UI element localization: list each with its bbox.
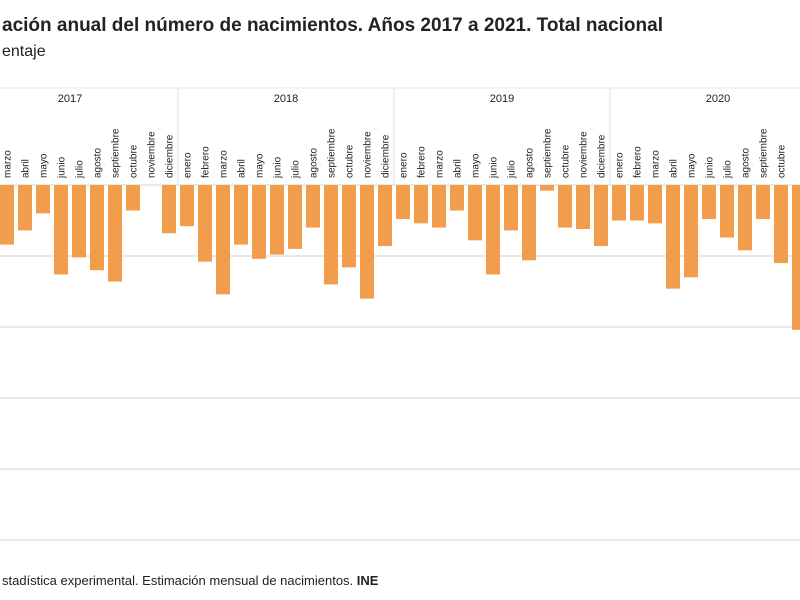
x-tick-label: octubre xyxy=(129,144,140,178)
year-label: 2020 xyxy=(706,93,730,105)
x-tick-label: noviembre xyxy=(147,131,158,178)
bar xyxy=(594,185,608,247)
bar xyxy=(36,185,50,214)
x-tick-label: mayo xyxy=(471,153,482,178)
bar xyxy=(792,185,800,330)
x-tick-label: septiembre xyxy=(543,128,554,178)
x-tick-label: abril xyxy=(669,159,680,178)
x-tick-label: septiembre xyxy=(327,128,338,178)
x-tick-label: julio xyxy=(507,160,518,179)
bar xyxy=(18,185,32,231)
x-tick-label: mayo xyxy=(687,153,698,178)
x-tick-label: abril xyxy=(237,159,248,178)
bar xyxy=(162,185,176,234)
bar xyxy=(90,185,104,271)
bar xyxy=(468,185,482,241)
x-tick-label: diciembre xyxy=(597,134,608,178)
bar xyxy=(540,185,554,191)
x-tick-label: agosto xyxy=(525,148,536,178)
x-tick-label: marzo xyxy=(435,150,446,178)
bar xyxy=(324,185,338,285)
x-tick-label: septiembre xyxy=(111,128,122,178)
bar xyxy=(270,185,284,255)
bar xyxy=(576,185,590,230)
bar xyxy=(756,185,770,220)
bar xyxy=(612,185,626,221)
bar xyxy=(648,185,662,224)
x-tick-label: febrero xyxy=(633,146,644,178)
x-tick-label: octubre xyxy=(561,144,572,178)
bar xyxy=(306,185,320,228)
bar xyxy=(522,185,536,261)
x-tick-label: febrero xyxy=(201,146,212,178)
bar xyxy=(360,185,374,299)
x-tick-label: diciembre xyxy=(381,134,392,178)
bar xyxy=(450,185,464,211)
x-tick-label: agosto xyxy=(741,148,752,178)
bar xyxy=(774,185,788,264)
bar xyxy=(378,185,392,247)
x-tick-label: marzo xyxy=(651,150,662,178)
chart-title: ación anual del número de nacimientos. A… xyxy=(2,15,663,36)
year-label: 2017 xyxy=(58,93,82,105)
bar xyxy=(288,185,302,249)
x-tick-label: noviembre xyxy=(363,131,374,178)
chart-subtitle: entaje xyxy=(2,43,46,60)
x-tick-label: julio xyxy=(291,160,302,179)
bar xyxy=(486,185,500,275)
bar xyxy=(198,185,212,262)
x-tick-label: junio xyxy=(705,156,716,179)
bar xyxy=(216,185,230,295)
source: stadística experimental. Estimación mens… xyxy=(2,573,379,588)
bar xyxy=(684,185,698,278)
year-label: 2018 xyxy=(274,93,298,105)
x-tick-label: enero xyxy=(399,152,410,178)
x-tick-label: mayo xyxy=(39,153,50,178)
x-tick-label: septiembre xyxy=(759,128,770,178)
x-tick-label: junio xyxy=(273,156,284,179)
bar xyxy=(414,185,428,224)
x-tick-label: junio xyxy=(489,156,500,179)
x-tick-label: diciembre xyxy=(165,134,176,178)
x-tick-label: noviembre xyxy=(579,131,590,178)
bar xyxy=(702,185,716,220)
bar xyxy=(54,185,68,275)
bar xyxy=(558,185,572,228)
x-tick-label: julio xyxy=(75,160,86,179)
bar xyxy=(432,185,446,228)
bar xyxy=(252,185,266,259)
x-tick-label: agosto xyxy=(309,148,320,178)
bar xyxy=(630,185,644,221)
x-tick-label: octubre xyxy=(345,144,356,178)
x-tick-label: mayo xyxy=(255,153,266,178)
bar xyxy=(720,185,734,238)
bar xyxy=(738,185,752,251)
x-tick-label: abril xyxy=(453,159,464,178)
x-tick-label: junio xyxy=(57,156,68,179)
x-tick-label: enero xyxy=(615,152,626,178)
bar xyxy=(504,185,518,231)
bar xyxy=(396,185,410,220)
bar xyxy=(108,185,122,282)
bar xyxy=(234,185,248,245)
bar xyxy=(666,185,680,289)
bar xyxy=(180,185,194,227)
bar xyxy=(72,185,86,258)
bar xyxy=(0,185,14,245)
x-tick-label: julio xyxy=(723,160,734,179)
source-org: INE xyxy=(357,573,379,588)
x-tick-label: marzo xyxy=(3,150,14,178)
x-tick-label: enero xyxy=(183,152,194,178)
x-tick-label: marzo xyxy=(219,150,230,178)
x-tick-label: febrero xyxy=(417,146,428,178)
x-tick-label: agosto xyxy=(93,148,104,178)
x-tick-label: abril xyxy=(21,159,32,178)
source-text: stadística experimental. Estimación mens… xyxy=(2,573,357,588)
bar xyxy=(342,185,356,268)
bar xyxy=(126,185,140,211)
x-tick-label: octubre xyxy=(777,144,788,178)
year-label: 2019 xyxy=(490,93,514,105)
